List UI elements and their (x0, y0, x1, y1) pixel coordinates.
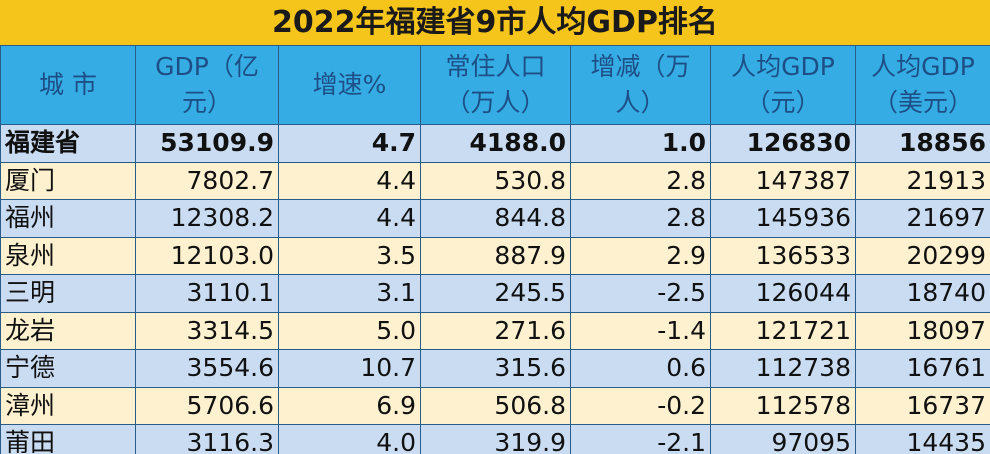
cell: 136533 (710, 236, 856, 275)
row-label: 漳州 (0, 386, 136, 425)
cell: 3314.5 (135, 311, 279, 350)
cell: 10.7 (278, 349, 421, 388)
table-row: 宁德 3554.6 10.7 315.6 0.6 112738 16761 (0, 349, 990, 388)
cell: 20299 (855, 236, 990, 275)
cell: 4.0 (278, 424, 421, 454)
column-header: 人均GDP（美元） (855, 45, 990, 125)
cell: 97095 (710, 424, 856, 454)
cell: 5.0 (278, 311, 421, 350)
cell: 18097 (855, 311, 990, 350)
table-row: 莆田 3116.3 4.0 319.9 -2.1 97095 14435 (0, 424, 990, 454)
cell: 506.8 (420, 386, 571, 425)
table-row: 厦门 7802.7 4.4 530.8 2.8 147387 21913 (0, 161, 990, 200)
cell: 16737 (855, 386, 990, 425)
cell: 245.5 (420, 274, 571, 313)
cell: 53109.9 (135, 124, 279, 163)
row-label: 莆田 (0, 424, 136, 454)
cell: 319.9 (420, 424, 571, 454)
cell: 315.6 (420, 349, 571, 388)
row-label: 福州 (0, 199, 136, 238)
cell: 12103.0 (135, 236, 279, 275)
cell: 4.4 (278, 161, 421, 200)
column-header: 人均GDP（元） (710, 45, 856, 125)
cell: 18740 (855, 274, 990, 313)
header-row: 城 市 GDP（亿元） 增速% 常住人口（万人） 增减（万人） 人均GDP（元） 人均GDP… (0, 45, 990, 125)
cell: 21913 (855, 161, 990, 200)
row-label: 三明 (0, 274, 136, 313)
cell: 271.6 (420, 311, 571, 350)
cell: 844.8 (420, 199, 571, 238)
cell: -1.4 (570, 311, 711, 350)
cell: 4188.0 (420, 124, 571, 163)
cell: 530.8 (420, 161, 571, 200)
cell: -2.5 (570, 274, 711, 313)
cell: 147387 (710, 161, 856, 200)
table-row: 龙岩 3314.5 5.0 271.6 -1.4 121721 18097 (0, 311, 990, 350)
column-header: 常住人口（万人） (420, 45, 571, 125)
cell: -0.2 (570, 386, 711, 425)
cell: 121721 (710, 311, 856, 350)
cell: 5706.6 (135, 386, 279, 425)
cell: 887.9 (420, 236, 571, 275)
cell: 112578 (710, 386, 856, 425)
cell: 126044 (710, 274, 856, 313)
table-body: 福建省 53109.9 4.7 4188.0 1.0 126830 18856 厦门 7802.… (0, 124, 990, 454)
cell: -2.1 (570, 424, 711, 454)
title: 2022年福建省9市人均GDP排名 (0, 0, 990, 45)
cell: 2.8 (570, 161, 711, 200)
table-row: 漳州 5706.6 6.9 506.8 -0.2 112578 16737 (0, 386, 990, 425)
row-label: 福建省 (0, 124, 136, 163)
cell: 126830 (710, 124, 856, 163)
cell: 145936 (710, 199, 856, 238)
table-row: 三明 3110.1 3.1 245.5 -2.5 126044 18740 (0, 274, 990, 313)
cell: 0.6 (570, 349, 711, 388)
table-row: 福建省 53109.9 4.7 4188.0 1.0 126830 18856 (0, 124, 990, 163)
cell: 2.8 (570, 199, 711, 238)
table: 城 市 GDP（亿元） 增速% 常住人口（万人） 增减（万人） 人均GDP（元） 人均GDP… (0, 45, 990, 454)
cell: 12308.2 (135, 199, 279, 238)
column-header: GDP（亿元） (135, 45, 279, 125)
row-label: 龙岩 (0, 311, 136, 350)
cell: 3554.6 (135, 349, 279, 388)
table-row: 福州 12308.2 4.4 844.8 2.8 145936 21697 (0, 199, 990, 238)
cell: 21697 (855, 199, 990, 238)
row-label: 宁德 (0, 349, 136, 388)
cell: 4.4 (278, 199, 421, 238)
cell: 3.1 (278, 274, 421, 313)
column-header: 增减（万人） (570, 45, 711, 125)
column-header: 城 市 (0, 45, 136, 125)
cell: 2.9 (570, 236, 711, 275)
cell: 14435 (855, 424, 990, 454)
cell: 112738 (710, 349, 856, 388)
table-row: 泉州 12103.0 3.5 887.9 2.9 136533 20299 (0, 236, 990, 275)
cell: 7802.7 (135, 161, 279, 200)
cell: 3116.3 (135, 424, 279, 454)
cell: 3110.1 (135, 274, 279, 313)
column-header: 增速% (278, 45, 421, 125)
row-label: 泉州 (0, 236, 136, 275)
row-label: 厦门 (0, 161, 136, 200)
cell: 6.9 (278, 386, 421, 425)
cell: 4.7 (278, 124, 421, 163)
cell: 3.5 (278, 236, 421, 275)
cell: 18856 (855, 124, 990, 163)
cell: 1.0 (570, 124, 711, 163)
cell: 16761 (855, 349, 990, 388)
